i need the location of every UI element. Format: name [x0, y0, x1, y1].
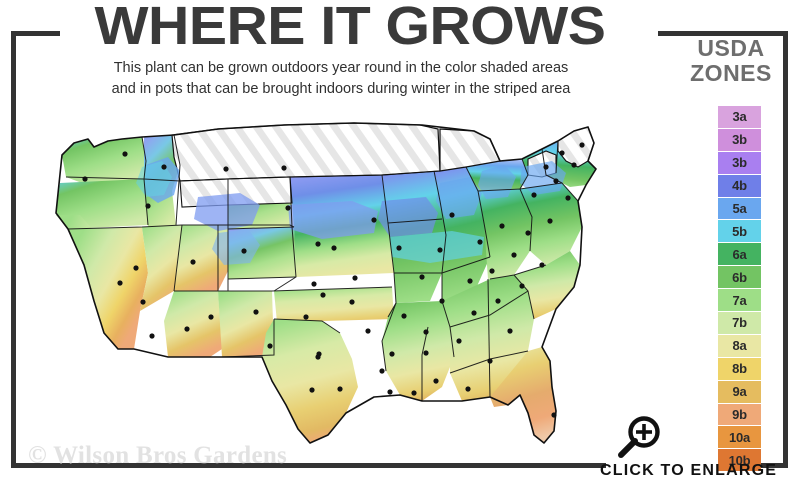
legend-swatch-7a-8: 7a: [718, 289, 761, 313]
cyan-band-midwest: [390, 231, 484, 263]
region-california-interior: [68, 227, 148, 349]
striped-northern-plains: [171, 122, 441, 182]
legend-swatch-label: 7a: [732, 292, 747, 308]
legend-swatch-9b-13: 9b: [718, 403, 761, 427]
map-regions: [55, 122, 597, 444]
blue-pocket-wisconsin: [436, 177, 482, 219]
legend-swatch-label: 10a: [728, 429, 751, 445]
region-texas: [262, 319, 358, 443]
region-utah: [174, 225, 228, 291]
legend-swatch-label: 8b: [732, 361, 747, 377]
usda-hardiness-map[interactable]: [22, 105, 662, 457]
legend-swatch-label: 10b: [728, 452, 751, 468]
legend-swatch-label: 9a: [732, 384, 747, 400]
magnifier-plus-icon[interactable]: [616, 415, 662, 459]
border-gap-title: [60, 24, 658, 40]
legend-swatch-8b-11: 8b: [718, 357, 761, 381]
legend-swatch-8a-10: 8a: [718, 334, 761, 358]
legend-swatch-4b-3: 4b: [718, 174, 761, 198]
legend-swatch-label: 3b: [732, 155, 747, 171]
region-florida: [490, 347, 556, 443]
city-markers: [82, 142, 585, 418]
legend-swatch-label: 5a: [732, 201, 747, 216]
region-nevada: [140, 225, 182, 311]
striped-cold-regions: [171, 122, 595, 208]
legend-swatch-label: 7b: [732, 315, 747, 331]
region-tennessee-alabama-georgia: [442, 275, 534, 401]
subtitle-line-2: and in pots that can be brought indoors …: [111, 81, 571, 97]
region-washington: [62, 137, 146, 183]
legend-swatch-label: 3a: [732, 109, 747, 125]
legend-heading-line-2: ZONES: [690, 60, 772, 86]
legend-swatch-3a-0: 3a: [718, 106, 761, 129]
map-svg[interactable]: [22, 105, 662, 457]
watermark: © Wilson Bros Gardens: [28, 442, 288, 469]
blue-pocket-wyoming: [194, 193, 260, 231]
legend-swatch-label: 4b: [732, 178, 747, 194]
legend-swatch-6b-7: 6b: [718, 266, 761, 290]
region-new-mexico: [218, 291, 274, 357]
legend-swatch-label: 9b: [732, 407, 747, 423]
region-ohio-kentucky: [478, 189, 532, 279]
click-to-enlarge-label[interactable]: CLICK TO ENLARGE: [600, 462, 778, 479]
legend-swatch-6a-6: 6a: [718, 243, 761, 267]
usda-zone-legend: 3a 3b 3b 4b 5a 5b 6a 6b 7a 7b 8a 8b 9a 9b 10a 10b: [718, 106, 761, 473]
blue-pocket-iowa: [378, 197, 438, 237]
legend-swatch-label: 6a: [732, 246, 747, 262]
legend-heading: USDA ZONES: [672, 36, 790, 86]
region-arkansas-louisiana-mississippi: [382, 301, 454, 401]
state-boundaries: [55, 134, 579, 401]
legend-swatch-label: 6b: [732, 269, 747, 285]
legend-swatch-label: 5b: [732, 223, 747, 239]
border-gap-bottom: [606, 460, 754, 476]
page-title: WHERE IT GROWS: [94, 0, 606, 56]
blue-pocket-colorado-rockies: [212, 229, 260, 265]
legend-swatch-10b-15: 10b: [718, 449, 761, 473]
blue-pocket-nebraska: [288, 201, 378, 239]
state-fills: [56, 127, 596, 443]
subtitle-line-1: This plant can be grown outdoors year ro…: [113, 60, 569, 76]
region-arizona: [164, 291, 222, 357]
legend-swatch-9a-12: 9a: [718, 380, 761, 404]
blue-pocket-newyork: [520, 161, 566, 195]
legend-swatch-10a-14: 10a: [718, 426, 761, 450]
legend-swatch-5a-4: 5a: [718, 197, 761, 221]
legend-swatch-label: 8a: [732, 338, 747, 354]
legend-swatch-3b-1: 3b: [718, 128, 761, 152]
legend-swatch-label: 3b: [732, 132, 747, 148]
legend-swatch-5b-5: 5b: [718, 220, 761, 244]
legend-heading-line-1: USDA: [697, 35, 765, 61]
subtitle: This plant can be grown outdoors year ro…: [34, 58, 648, 100]
region-pennsylvania-virginia: [520, 183, 582, 265]
legend-swatch-7b-9: 7b: [718, 312, 761, 335]
legend-swatch-3b-2: 3b: [718, 151, 761, 175]
